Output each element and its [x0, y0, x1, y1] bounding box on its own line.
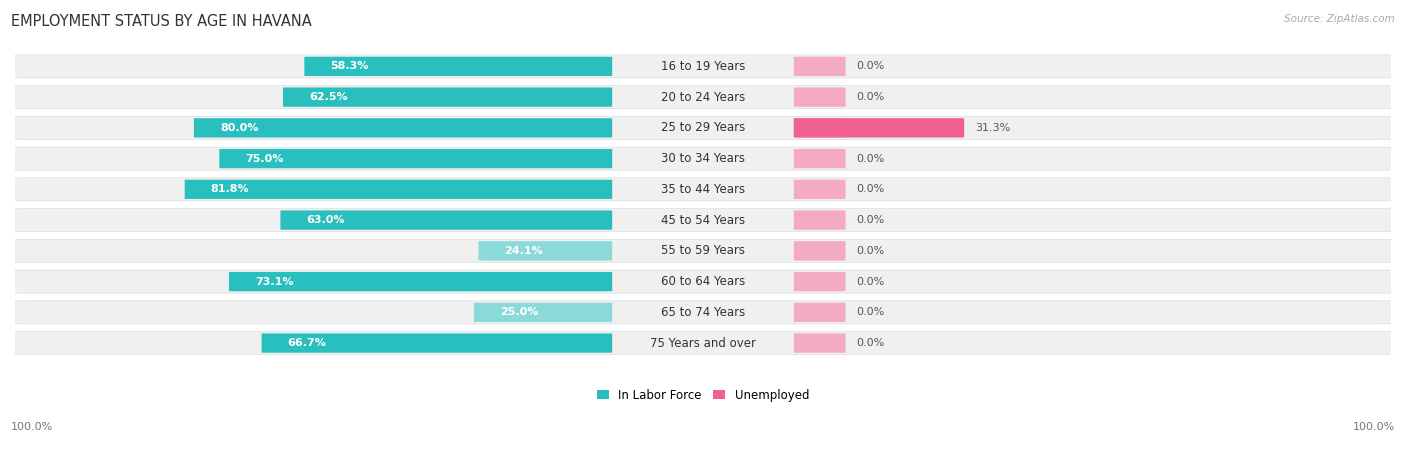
Text: 16 to 19 Years: 16 to 19 Years [661, 60, 745, 73]
Text: 75.0%: 75.0% [246, 153, 284, 164]
Text: 0.0%: 0.0% [856, 153, 884, 164]
FancyBboxPatch shape [794, 87, 845, 107]
FancyBboxPatch shape [280, 211, 612, 230]
FancyBboxPatch shape [794, 272, 845, 291]
Text: 25.0%: 25.0% [501, 307, 538, 317]
Text: 0.0%: 0.0% [856, 92, 884, 102]
Text: 62.5%: 62.5% [309, 92, 347, 102]
Text: 20 to 24 Years: 20 to 24 Years [661, 90, 745, 104]
FancyBboxPatch shape [794, 241, 845, 261]
Text: 55 to 59 Years: 55 to 59 Years [661, 244, 745, 257]
Text: 81.8%: 81.8% [211, 184, 249, 194]
FancyBboxPatch shape [219, 149, 612, 168]
Text: 30 to 34 Years: 30 to 34 Years [661, 152, 745, 165]
FancyBboxPatch shape [262, 333, 612, 353]
FancyBboxPatch shape [8, 178, 1398, 201]
FancyBboxPatch shape [794, 333, 845, 353]
FancyBboxPatch shape [8, 86, 1398, 108]
FancyBboxPatch shape [794, 118, 965, 138]
Text: 24.1%: 24.1% [505, 246, 543, 256]
Text: 65 to 74 Years: 65 to 74 Years [661, 306, 745, 319]
FancyBboxPatch shape [8, 301, 1398, 324]
FancyBboxPatch shape [794, 303, 845, 322]
FancyBboxPatch shape [8, 147, 1398, 170]
Text: 0.0%: 0.0% [856, 246, 884, 256]
Text: 35 to 44 Years: 35 to 44 Years [661, 183, 745, 196]
Text: 0.0%: 0.0% [856, 61, 884, 72]
FancyBboxPatch shape [8, 117, 1398, 140]
Text: 75 Years and over: 75 Years and over [650, 337, 756, 350]
FancyBboxPatch shape [8, 239, 1398, 262]
FancyBboxPatch shape [794, 180, 845, 199]
Text: 25 to 29 Years: 25 to 29 Years [661, 122, 745, 135]
FancyBboxPatch shape [229, 272, 612, 291]
Text: 0.0%: 0.0% [856, 277, 884, 287]
FancyBboxPatch shape [304, 57, 612, 76]
FancyBboxPatch shape [478, 241, 612, 261]
FancyBboxPatch shape [8, 270, 1398, 293]
Text: 60 to 64 Years: 60 to 64 Years [661, 275, 745, 288]
Text: 0.0%: 0.0% [856, 338, 884, 348]
FancyBboxPatch shape [184, 180, 612, 199]
FancyBboxPatch shape [794, 211, 845, 230]
Text: 63.0%: 63.0% [307, 215, 344, 225]
Text: 31.3%: 31.3% [976, 123, 1011, 133]
Text: 45 to 54 Years: 45 to 54 Years [661, 214, 745, 227]
FancyBboxPatch shape [8, 55, 1398, 78]
FancyBboxPatch shape [794, 149, 845, 168]
Text: 0.0%: 0.0% [856, 215, 884, 225]
Text: 100.0%: 100.0% [1353, 422, 1395, 432]
FancyBboxPatch shape [474, 303, 612, 322]
Text: 0.0%: 0.0% [856, 184, 884, 194]
Legend: In Labor Force, Unemployed: In Labor Force, Unemployed [598, 389, 808, 402]
FancyBboxPatch shape [8, 208, 1398, 232]
Text: EMPLOYMENT STATUS BY AGE IN HAVANA: EMPLOYMENT STATUS BY AGE IN HAVANA [11, 14, 312, 28]
Text: Source: ZipAtlas.com: Source: ZipAtlas.com [1284, 14, 1395, 23]
FancyBboxPatch shape [8, 332, 1398, 355]
FancyBboxPatch shape [794, 118, 845, 138]
Text: 0.0%: 0.0% [856, 307, 884, 317]
FancyBboxPatch shape [794, 57, 845, 76]
Text: 58.3%: 58.3% [330, 61, 368, 72]
Text: 73.1%: 73.1% [254, 277, 294, 287]
Text: 100.0%: 100.0% [11, 422, 53, 432]
Text: 66.7%: 66.7% [288, 338, 326, 348]
Text: 80.0%: 80.0% [219, 123, 259, 133]
FancyBboxPatch shape [194, 118, 612, 138]
FancyBboxPatch shape [283, 87, 612, 107]
